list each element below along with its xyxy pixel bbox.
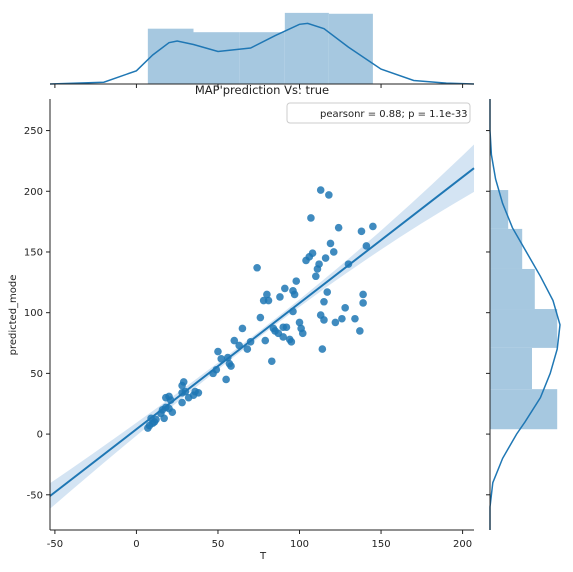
scatter-point — [282, 323, 291, 332]
scatter-point — [179, 378, 188, 386]
top-marginal-histogram — [147, 12, 373, 85]
right-hist-bar — [490, 309, 558, 348]
scatter-point — [230, 336, 239, 345]
scatter-point — [238, 324, 247, 333]
scatter-point — [263, 290, 271, 299]
main-scatter-plot: -50 0 50 100 150 200 -50 0 50 100 150 200 250 pears… — [24, 99, 475, 550]
top-hist-bar — [284, 12, 329, 84]
y-tick-label: -50 — [27, 490, 43, 501]
scatter-points — [144, 186, 377, 432]
scatter-point — [320, 316, 328, 324]
top-hist-bar — [147, 28, 194, 84]
main-axes — [49, 99, 474, 531]
scatter-point — [326, 239, 335, 248]
y-axis-ticks: -50 0 50 100 150 200 250 — [24, 126, 50, 501]
scatter-point — [318, 345, 327, 353]
x-tick-label: 50 — [212, 539, 225, 550]
scatter-point — [168, 408, 177, 417]
scatter-point — [312, 272, 320, 281]
right-hist-bar — [490, 347, 532, 390]
scatter-point — [281, 284, 289, 293]
scatter-point — [359, 299, 367, 307]
scatter-point — [351, 314, 359, 323]
right-kde-curve — [489, 99, 561, 530]
confidence-band — [50, 144, 474, 509]
regression-line-group — [49, 167, 475, 497]
scatter-point — [334, 223, 343, 232]
scatter-point — [214, 347, 222, 356]
scatter-point — [152, 415, 160, 424]
scatter-point — [264, 296, 273, 305]
scatter-point — [276, 293, 284, 301]
legend: pearsonr = 0.88; p = 1.1e-33 — [286, 102, 471, 124]
scatter-point — [315, 260, 323, 268]
scatter-point — [295, 318, 304, 327]
scatter-point — [160, 414, 168, 423]
scatter-point — [362, 242, 371, 250]
chart-title: MAP'prediction Vs: true — [195, 83, 329, 97]
scatter-point — [227, 362, 235, 370]
scatter-point — [307, 214, 315, 222]
scatter-point — [329, 248, 338, 256]
scatter-point — [323, 288, 332, 296]
top-marginal-kde — [49, 22, 475, 85]
scatter-point — [308, 249, 317, 257]
top-hist-bar — [193, 32, 240, 84]
scatter-point — [222, 375, 230, 384]
top-kde-curve — [49, 22, 475, 85]
scatter-point — [290, 290, 299, 299]
x-tick-label: 150 — [371, 539, 390, 550]
right-marginal-kde — [489, 99, 561, 530]
scatter-point — [194, 389, 203, 397]
right-hist-bar — [490, 268, 535, 310]
scatter-point — [298, 329, 307, 338]
scatter-point — [321, 254, 330, 262]
scatter-point — [292, 277, 301, 285]
scatter-point — [359, 290, 367, 299]
right-hist-bar — [490, 389, 558, 430]
scatter-point — [357, 227, 366, 236]
right-marginal-axis — [486, 99, 491, 530]
y-tick-label: 200 — [24, 187, 43, 198]
scatter-point — [287, 338, 296, 346]
y-tick-label: 0 — [37, 430, 43, 441]
x-tick-label: 0 — [133, 539, 139, 550]
scatter-point — [178, 398, 186, 407]
scatter-point — [356, 327, 364, 335]
scatter-point — [217, 355, 226, 363]
scatter-point — [341, 304, 349, 312]
scatter-point — [261, 336, 270, 345]
y-tick-label: 250 — [24, 126, 43, 137]
x-tick-label: 100 — [290, 539, 309, 550]
top-marginal-axis — [50, 83, 474, 88]
right-marginal-histogram — [490, 190, 558, 430]
scatter-point — [325, 191, 333, 199]
y-tick-label: 50 — [30, 369, 43, 380]
scatter-point — [320, 297, 328, 306]
scatter-point — [253, 263, 261, 272]
scatter-point — [279, 333, 288, 341]
legend-text: pearsonr = 0.88; p = 1.1e-33 — [320, 109, 468, 120]
confidence-band-area — [50, 144, 474, 509]
y-axis-label: predicted_mode — [8, 275, 19, 356]
legend-box — [286, 102, 471, 124]
regression-line — [49, 167, 475, 497]
y-tick-label: 100 — [24, 308, 43, 319]
x-tick-label: 200 — [453, 539, 472, 550]
scatter-point — [331, 318, 340, 327]
scatter-point — [256, 313, 265, 322]
scatter-point — [243, 345, 252, 353]
x-axis-label: T — [259, 551, 267, 562]
x-tick-label: -50 — [47, 539, 63, 550]
scatter-point — [369, 222, 377, 231]
top-hist-bar — [239, 32, 285, 84]
y-tick-label: 150 — [24, 247, 43, 258]
right-hist-bar — [490, 190, 509, 229]
scatter-point — [316, 186, 325, 194]
scatter-point — [267, 357, 276, 366]
x-axis-ticks: -50 0 50 100 150 200 — [47, 530, 472, 550]
scatter-point — [338, 314, 346, 323]
